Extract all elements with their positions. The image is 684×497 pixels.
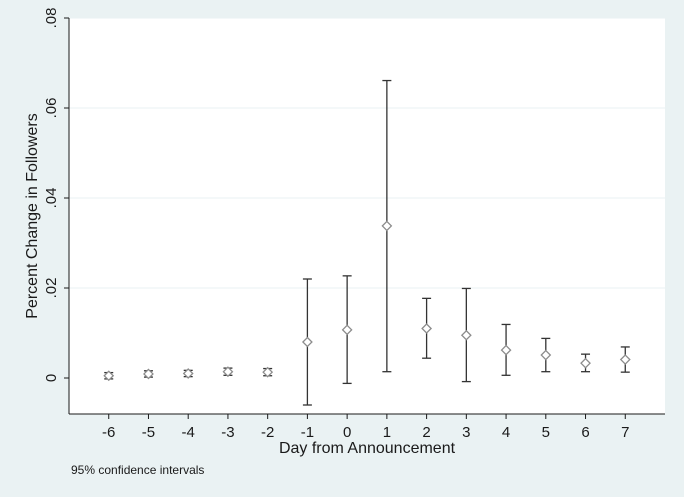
point-marker bbox=[540, 349, 552, 361]
point-marker bbox=[103, 370, 115, 382]
point-marker bbox=[262, 366, 274, 378]
chart-note: 95% confidence intervals bbox=[71, 463, 204, 477]
point-marker bbox=[421, 323, 433, 334]
point-marker bbox=[182, 368, 194, 379]
point-marker bbox=[143, 368, 154, 380]
x-tick-label: 2 bbox=[422, 424, 430, 441]
point-marker bbox=[381, 220, 393, 232]
grid bbox=[69, 17, 665, 289]
x-tick-label: -5 bbox=[142, 424, 155, 441]
x-tick-label: 1 bbox=[383, 424, 391, 441]
x-tick-label: 5 bbox=[542, 424, 550, 441]
point-markers bbox=[103, 220, 631, 382]
y-tick-label: .06 bbox=[43, 98, 60, 119]
point-marker bbox=[619, 354, 631, 365]
x-tick-label: -4 bbox=[182, 424, 195, 441]
point-marker bbox=[460, 329, 472, 341]
x-tick-label: -1 bbox=[301, 424, 314, 441]
y-tick-label: 0 bbox=[43, 374, 60, 382]
y-ticks: 0 .02 .04 .06 .08 bbox=[43, 8, 69, 382]
plot-area bbox=[69, 18, 665, 414]
x-axis-title: Day from Announcement bbox=[279, 440, 456, 457]
axes bbox=[68, 18, 665, 415]
point-marker bbox=[301, 336, 313, 348]
x-tick-label: 7 bbox=[621, 424, 629, 441]
point-marker bbox=[580, 357, 591, 369]
y-tick-label: .04 bbox=[43, 188, 60, 209]
x-tick-label: 0 bbox=[343, 424, 351, 441]
x-tick-label: 3 bbox=[462, 424, 470, 441]
y-tick-label: .02 bbox=[43, 278, 60, 299]
x-tick-label: -2 bbox=[261, 424, 274, 441]
point-marker bbox=[222, 366, 234, 378]
x-tick-label: 4 bbox=[502, 424, 510, 441]
y-axis-title: Percent Change in Followers bbox=[24, 113, 41, 318]
point-marker bbox=[341, 324, 353, 336]
x-tick-label: 6 bbox=[581, 424, 589, 441]
x-ticks: -6 -5 -4 -3 -2 -1 0 1 2 3 4 5 6 7 bbox=[102, 414, 629, 441]
x-tick-label: -6 bbox=[102, 424, 115, 441]
x-tick-label: -3 bbox=[221, 424, 234, 441]
y-tick-label: .08 bbox=[43, 8, 60, 29]
point-marker bbox=[500, 344, 512, 356]
